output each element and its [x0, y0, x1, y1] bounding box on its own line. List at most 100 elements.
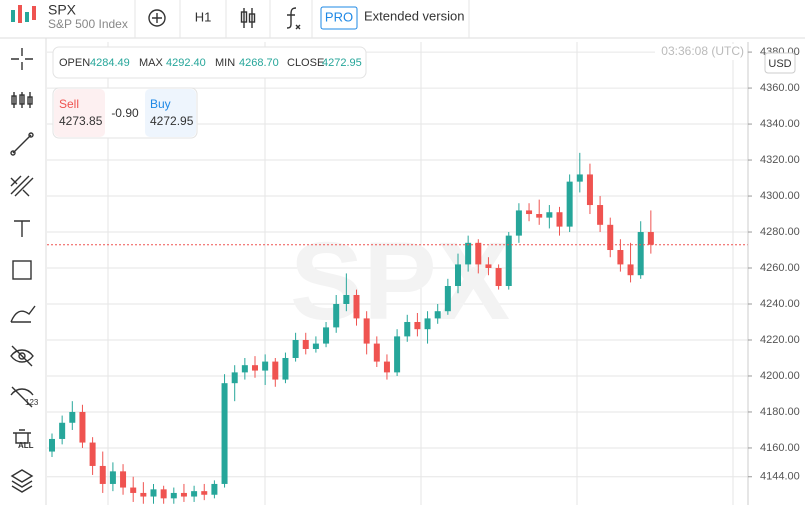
candle-body [475, 242, 482, 265]
candle-tool[interactable] [11, 92, 33, 108]
y-tick-label: 4360.00 [760, 82, 800, 94]
indicators-button[interactable] [286, 7, 301, 30]
symbol-name: S&P 500 Index [48, 17, 128, 31]
candle-body [404, 321, 411, 337]
candle-body [373, 343, 380, 362]
candle-body [120, 471, 127, 488]
candle-body [221, 383, 228, 484]
candle-body [353, 295, 360, 319]
candle-body [140, 492, 147, 497]
candle-body [434, 311, 441, 319]
candle-body [363, 318, 370, 344]
rect-tool[interactable] [12, 260, 32, 280]
candle-body [576, 174, 583, 182]
ohlc-value: 4284.49 [90, 57, 130, 69]
y-tick-label: 4320.00 [760, 154, 800, 166]
ohlc-value: 4268.70 [239, 57, 279, 69]
candle-body [343, 295, 350, 305]
top-bar [0, 0, 805, 38]
candle-body [252, 365, 258, 371]
y-tick-label: 4200.00 [760, 370, 800, 382]
candle-body [394, 336, 401, 373]
candle-body [99, 465, 106, 484]
candle-body [647, 232, 654, 245]
candle-body [495, 268, 502, 287]
extended-version[interactable]: Extended version [364, 8, 464, 23]
y-tick-label: 4144.00 [760, 471, 800, 483]
candle-body [69, 411, 76, 423]
candle-body [617, 250, 624, 265]
time: 03:36:08 (UTC) [661, 44, 744, 58]
pro-badge[interactable] [320, 6, 358, 30]
candle-body [515, 210, 522, 236]
sell-button[interactable] [54, 89, 105, 137]
y-tick-label: 4260.00 [760, 262, 800, 274]
candle-body [333, 304, 340, 328]
symbol: SPX [48, 2, 77, 18]
currency-badge[interactable] [764, 52, 796, 74]
candle-body [323, 327, 330, 344]
candle-body [302, 339, 309, 349]
candle-body [414, 321, 421, 330]
layers-tool[interactable] [10, 469, 34, 493]
candle-body [424, 318, 431, 330]
toolbar-label: 123 [25, 398, 39, 407]
brush-tool[interactable] [10, 305, 36, 323]
sell-price[interactable]: 4273.85 [59, 114, 103, 128]
candle-body [455, 264, 461, 287]
ohlc-label: OPEN [59, 57, 90, 69]
candle-body [546, 212, 553, 218]
candle-body [272, 361, 279, 380]
y-tick-label: 4160.00 [760, 442, 800, 454]
spread: -0.90 [111, 106, 139, 120]
candle-body [607, 224, 614, 251]
buy-label[interactable]: Buy [150, 97, 171, 111]
currency[interactable]: USD [768, 58, 791, 70]
candle-body [180, 492, 187, 497]
ohlc-label: MAX [139, 57, 164, 69]
ohlc-value: 4272.95 [322, 57, 362, 69]
interval-button[interactable]: H1 [195, 9, 212, 24]
candle-body [485, 264, 492, 269]
candle-body [444, 286, 451, 312]
candle-body [150, 489, 157, 497]
watermark: SPX [290, 220, 510, 343]
candle-body [597, 205, 604, 225]
hide-labels-tool[interactable] [10, 386, 34, 408]
candle-body [109, 471, 116, 484]
candle-body [170, 492, 177, 499]
candle-body [282, 357, 289, 380]
toolbar-label: ALL [18, 441, 34, 450]
fib-tool[interactable] [10, 175, 34, 197]
logo [11, 5, 36, 23]
crosshair-tool[interactable] [11, 48, 33, 70]
candle-body [556, 212, 563, 227]
pro-label[interactable]: PRO [325, 9, 353, 24]
candle-body [211, 483, 218, 495]
candle-body [465, 242, 472, 265]
candles [47, 152, 748, 504]
ohlc-value: 4292.40 [166, 57, 206, 69]
y-tick-label: 4240.00 [760, 298, 800, 310]
candle-body [201, 491, 208, 495]
candle-body [59, 422, 66, 439]
candle-body [526, 210, 533, 215]
ohlc-panel [52, 46, 367, 79]
hide-tool[interactable] [10, 345, 34, 367]
candle-body [241, 365, 248, 373]
candle-body [79, 411, 86, 443]
line-tool[interactable] [10, 132, 34, 156]
y-tick-label: 4180.00 [760, 406, 800, 418]
y-tick-label: 4300.00 [760, 190, 800, 202]
text-tool[interactable] [14, 220, 30, 237]
buy-button[interactable] [145, 89, 196, 137]
candle-body [292, 339, 299, 358]
chart-type-button[interactable] [240, 8, 256, 28]
sell-label[interactable]: Sell [59, 97, 79, 111]
delete-tool[interactable] [13, 429, 31, 444]
candle-body [130, 487, 137, 493]
add-button[interactable] [148, 9, 166, 27]
candle-body [312, 343, 319, 349]
buy-price[interactable]: 4272.95 [150, 114, 194, 128]
